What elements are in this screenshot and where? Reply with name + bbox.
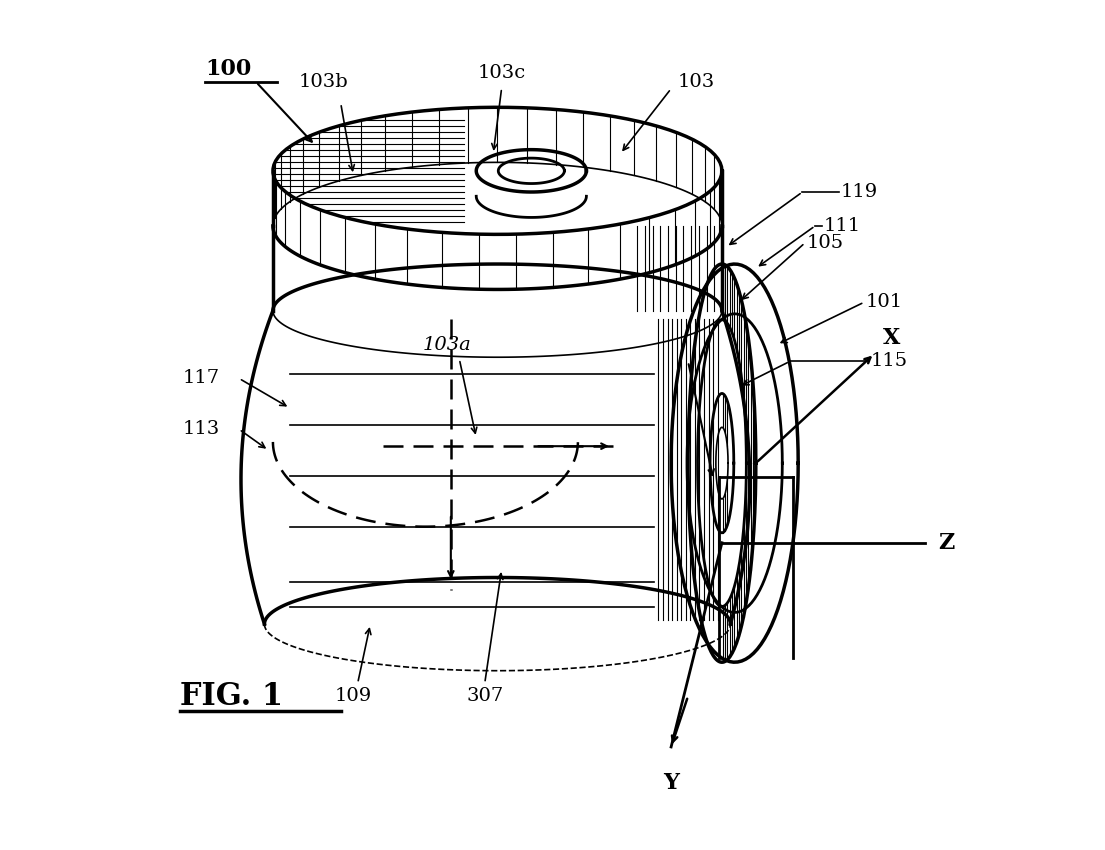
Text: 103c: 103c <box>477 65 526 82</box>
Text: 100: 100 <box>206 58 252 80</box>
Text: 119: 119 <box>841 183 877 201</box>
Text: 103: 103 <box>677 73 715 91</box>
Text: 117: 117 <box>182 370 220 388</box>
Text: Y: Y <box>663 773 680 795</box>
Text: 111: 111 <box>823 217 861 235</box>
Text: 105: 105 <box>807 234 844 252</box>
Text: 103b: 103b <box>298 73 348 91</box>
Text: 103a: 103a <box>422 336 471 354</box>
Text: FIG. 1: FIG. 1 <box>180 681 283 711</box>
Text: 109: 109 <box>335 687 372 706</box>
Text: Z: Z <box>938 532 955 553</box>
Text: X: X <box>883 327 901 349</box>
Text: 101: 101 <box>866 293 903 311</box>
Text: 307: 307 <box>466 687 504 706</box>
Text: 115: 115 <box>871 353 907 371</box>
Text: 113: 113 <box>182 420 220 439</box>
